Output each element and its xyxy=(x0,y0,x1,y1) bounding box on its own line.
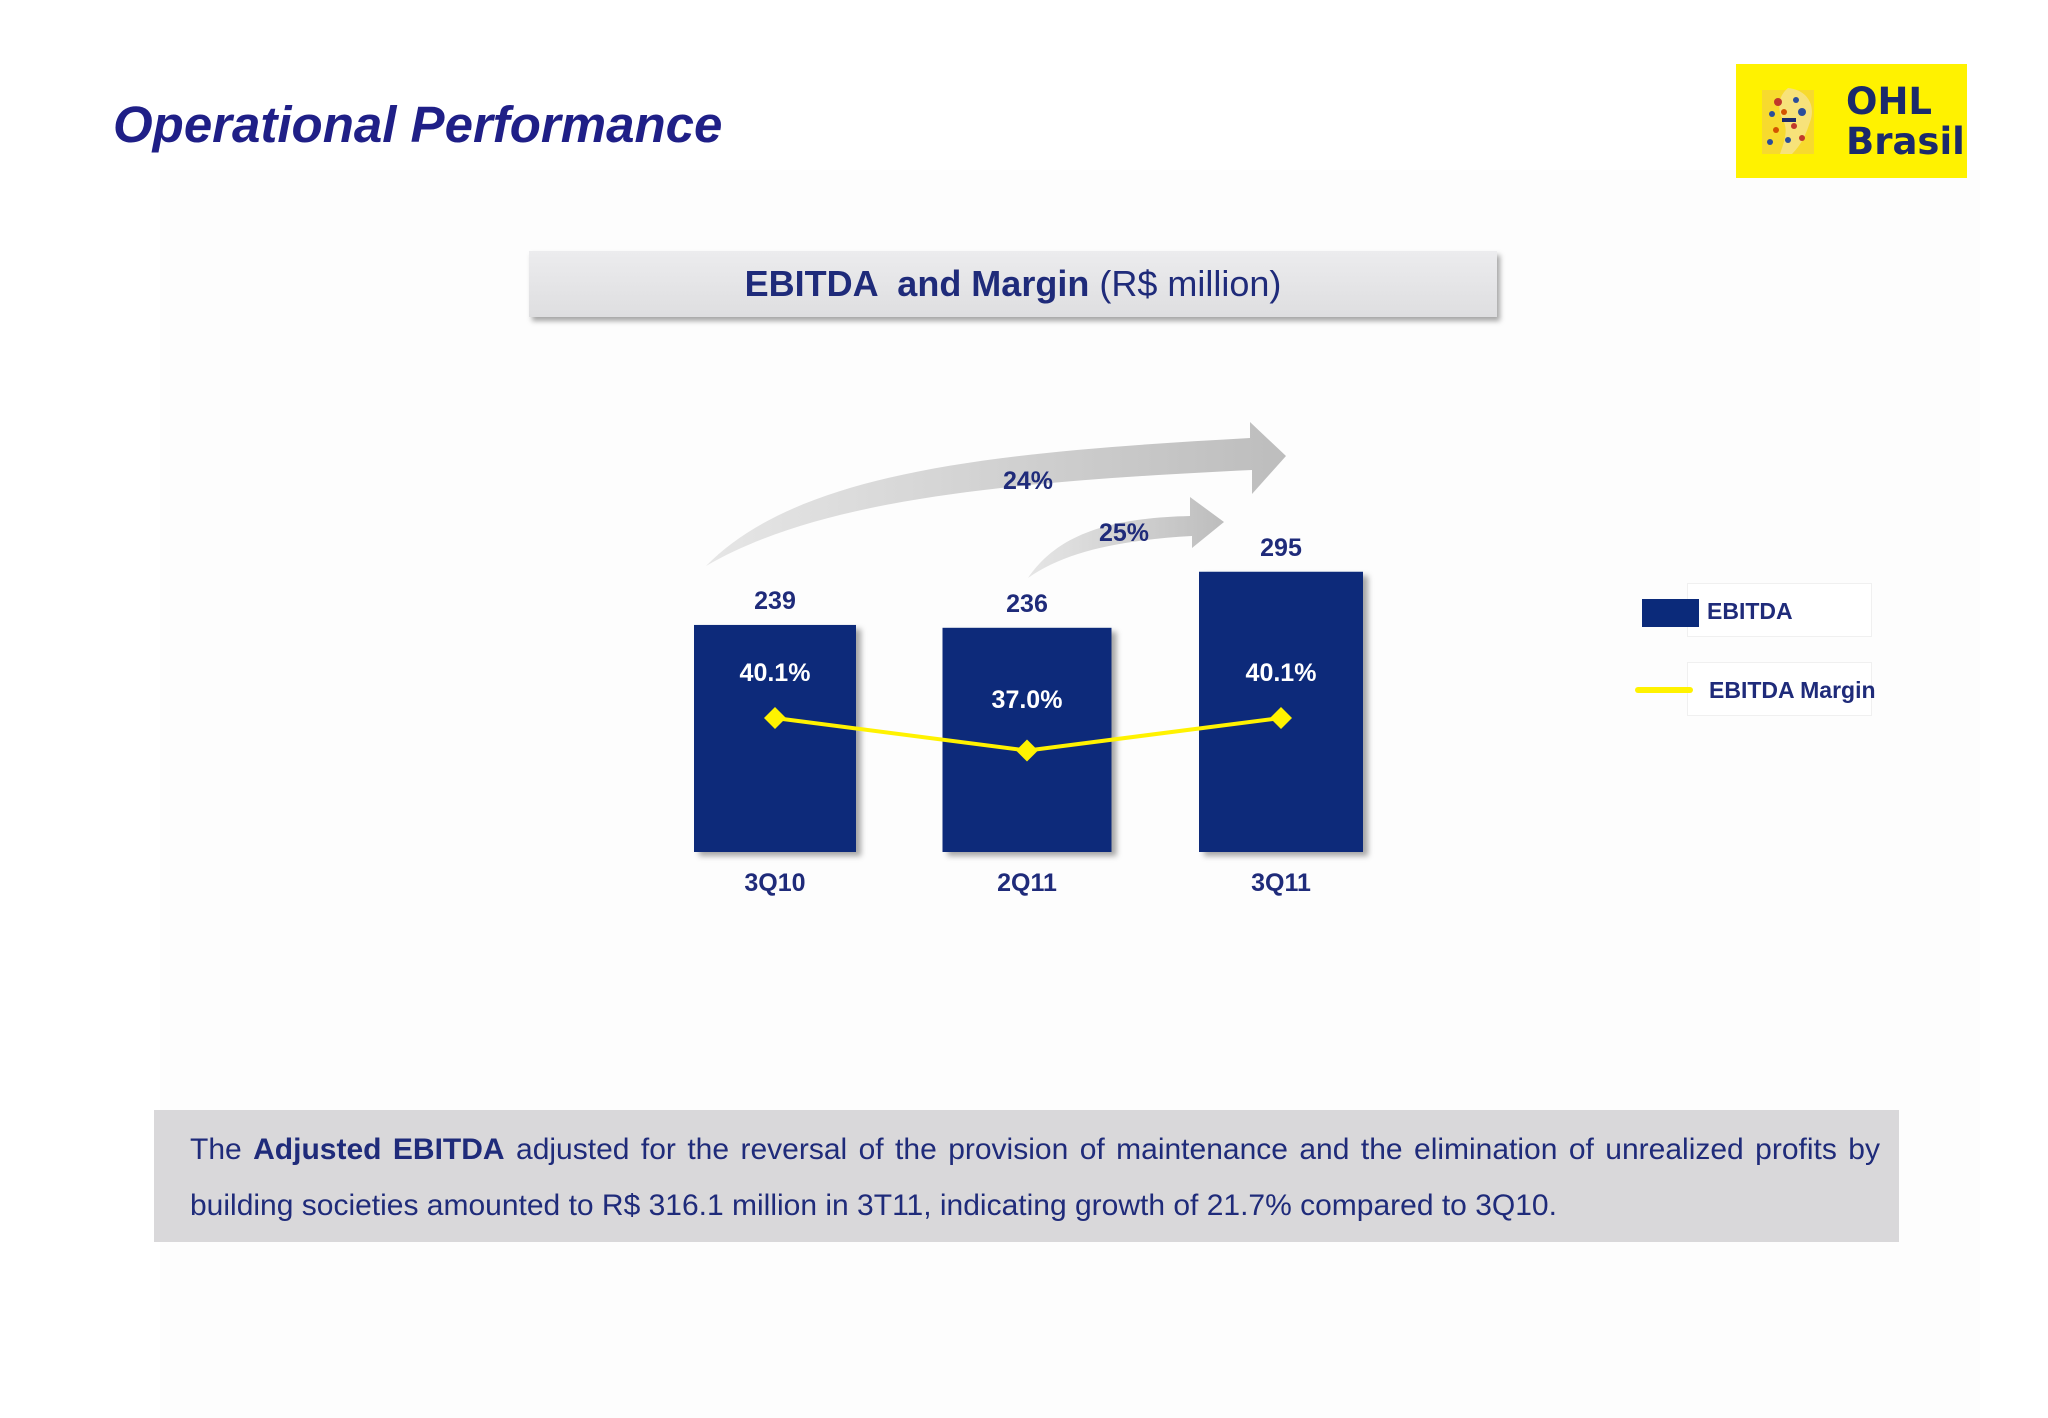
margin-label-2Q11: 37.0% xyxy=(992,686,1063,714)
margin-label-3Q11: 40.1% xyxy=(1246,659,1317,687)
bar-value-label-3Q11: 295 xyxy=(1260,534,1302,562)
logo-emblem-icon xyxy=(1762,88,1814,154)
chart-title: EBITDA and Margin (R$ million) xyxy=(529,251,1497,317)
margin-point-3Q10 xyxy=(764,707,786,729)
growth-arrows xyxy=(706,422,1286,578)
bar-value-label-3Q10: 239 xyxy=(754,587,796,615)
commentary-box: The Adjusted EBITDA adjusted for the rev… xyxy=(154,1110,1899,1242)
x-tick-label-2Q11: 2Q11 xyxy=(997,869,1057,897)
legend-line-margin xyxy=(1635,687,1693,693)
commentary-body: adjusted for the reversal of the provisi… xyxy=(190,1133,1889,1222)
margin-label-3Q10: 40.1% xyxy=(740,659,811,687)
legend-label-margin: EBITDA Margin xyxy=(1709,677,1876,703)
commentary-bold: Adjusted EBITDA xyxy=(253,1133,505,1166)
bar-value-label-2Q11: 236 xyxy=(1006,590,1048,618)
growth-label-3Q10: 24% xyxy=(1003,467,1053,495)
ohl-brasil-logo: OHL Brasil xyxy=(1736,64,1967,178)
logo-wordmark: OHL Brasil xyxy=(1846,82,1965,162)
logo-line-1: OHL xyxy=(1846,80,1932,123)
legend-box-ebitda xyxy=(1687,583,1872,637)
chart-labels: 239 3Q10 236 2Q11 295 3Q11 40.1% 37.0% 40.1% 24% 2… xyxy=(740,467,1317,897)
bar-3Q10 xyxy=(694,624,856,852)
x-tick-label-3Q10: 3Q10 xyxy=(744,869,805,897)
page-title: Operational Performance xyxy=(113,96,723,153)
margin-point-3Q11 xyxy=(1270,707,1292,729)
commentary-text: The Adjusted EBITDA adjusted for the rev… xyxy=(190,1122,1880,1234)
chart-title-unit: (R$ million) xyxy=(1099,263,1282,304)
legend-label-ebitda: EBITDA xyxy=(1707,598,1793,624)
logo-line-2: Brasil xyxy=(1846,120,1965,163)
growth-arrow-large xyxy=(706,422,1286,566)
commentary-intro: The xyxy=(190,1133,254,1166)
chart-title-bold: EBITDA and Margin xyxy=(744,263,1090,304)
legend-box-margin xyxy=(1687,662,1872,716)
margin-series xyxy=(764,707,1292,762)
growth-label-2Q11: 25% xyxy=(1099,519,1149,547)
growth-arrow-small xyxy=(1028,497,1224,578)
legend-swatch-ebitda xyxy=(1642,599,1699,627)
x-tick-label-3Q11: 3Q11 xyxy=(1251,869,1311,897)
margin-point-2Q11 xyxy=(1016,739,1038,762)
